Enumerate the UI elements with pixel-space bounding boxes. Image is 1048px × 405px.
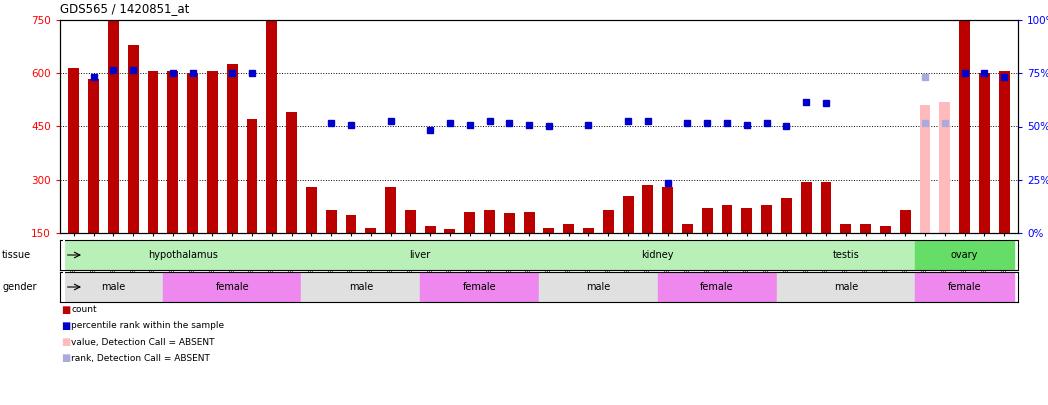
Bar [385,187,396,233]
Bar [524,212,534,233]
Bar [801,181,811,233]
Text: female: female [947,282,981,292]
Bar [563,224,574,233]
Bar [915,240,1014,270]
Bar [539,240,777,270]
Bar [405,210,416,233]
Text: percentile rank within the sample: percentile rank within the sample [71,322,224,330]
Bar [246,119,258,233]
Text: value, Detection Call = ABSENT: value, Detection Call = ABSENT [71,337,215,347]
Bar [544,228,554,233]
Bar [444,230,456,233]
Bar [915,272,1014,302]
Text: testis: testis [832,250,859,260]
Text: ■: ■ [61,305,70,315]
Text: ■: ■ [61,337,70,347]
Bar [939,102,951,233]
Bar [539,272,658,302]
Bar [64,272,162,302]
Bar [741,208,752,233]
Bar [188,73,198,233]
Text: male: male [102,282,126,292]
Bar [761,205,772,233]
Bar [266,20,278,233]
Bar [777,272,915,302]
Text: ■: ■ [61,321,70,331]
Bar [658,272,777,302]
Bar [64,240,302,270]
Text: tissue: tissue [2,250,31,260]
Bar [682,224,693,233]
Bar [821,181,831,233]
Bar [919,105,931,233]
Bar [959,18,970,233]
Bar [226,64,238,233]
Text: count: count [71,305,96,315]
Bar [366,228,376,233]
Text: rank, Detection Call = ABSENT: rank, Detection Call = ABSENT [71,354,211,362]
Bar [781,198,792,233]
Text: hypothalamus: hypothalamus [148,250,218,260]
Bar [286,112,297,233]
Bar [128,45,138,233]
Bar [662,187,673,233]
Bar [168,71,178,233]
Bar [999,71,1009,233]
Bar [702,208,713,233]
Text: GDS565 / 1420851_at: GDS565 / 1420851_at [60,2,190,15]
Bar [206,71,218,233]
Bar [162,272,302,302]
Bar [777,240,915,270]
Text: male: male [349,282,373,292]
Bar [880,226,891,233]
Bar [979,73,989,233]
Bar [424,226,436,233]
Bar [504,213,515,233]
Bar [148,71,158,233]
Bar [68,68,80,233]
Text: female: female [463,282,497,292]
Bar [900,210,911,233]
Bar [88,79,100,233]
Text: ■: ■ [61,353,70,363]
Bar [860,224,871,233]
Bar [306,187,316,233]
Text: kidney: kidney [641,250,674,260]
Text: male: male [586,282,611,292]
Bar [603,210,614,233]
Bar [108,20,118,233]
Bar [326,210,336,233]
Bar [302,240,539,270]
Text: female: female [216,282,249,292]
Bar [623,196,633,233]
Text: male: male [833,282,858,292]
Text: liver: liver [410,250,431,260]
Bar [642,185,653,233]
Bar [583,228,594,233]
Bar [420,272,539,302]
Bar [464,212,475,233]
Bar [840,224,851,233]
Bar [484,210,495,233]
Text: ovary: ovary [951,250,978,260]
Text: gender: gender [2,282,37,292]
Bar [722,205,733,233]
Text: female: female [700,282,734,292]
Bar [346,215,356,233]
Bar [302,272,420,302]
